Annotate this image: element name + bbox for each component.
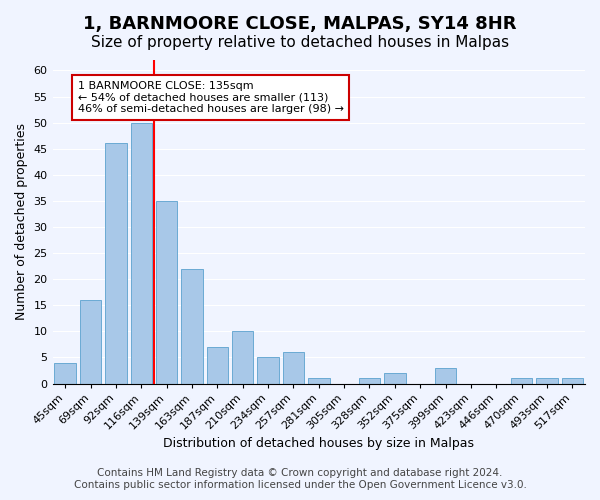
Bar	[562, 378, 583, 384]
Bar	[181, 268, 203, 384]
Text: 1 BARNMOORE CLOSE: 135sqm
← 54% of detached houses are smaller (113)
46% of semi: 1 BARNMOORE CLOSE: 135sqm ← 54% of detac…	[78, 81, 344, 114]
X-axis label: Distribution of detached houses by size in Malpas: Distribution of detached houses by size …	[163, 437, 474, 450]
Bar	[206, 347, 228, 384]
Bar	[156, 201, 178, 384]
Y-axis label: Number of detached properties: Number of detached properties	[15, 124, 28, 320]
Bar	[511, 378, 532, 384]
Bar	[55, 362, 76, 384]
Bar	[80, 300, 101, 384]
Bar	[435, 368, 457, 384]
Bar	[131, 122, 152, 384]
Text: Size of property relative to detached houses in Malpas: Size of property relative to detached ho…	[91, 35, 509, 50]
Bar	[359, 378, 380, 384]
Bar	[384, 373, 406, 384]
Text: 1, BARNMOORE CLOSE, MALPAS, SY14 8HR: 1, BARNMOORE CLOSE, MALPAS, SY14 8HR	[83, 15, 517, 33]
Bar	[105, 144, 127, 384]
Bar	[536, 378, 558, 384]
Bar	[308, 378, 329, 384]
Bar	[232, 332, 253, 384]
Bar	[283, 352, 304, 384]
Bar	[257, 358, 279, 384]
Text: Contains HM Land Registry data © Crown copyright and database right 2024.
Contai: Contains HM Land Registry data © Crown c…	[74, 468, 526, 490]
